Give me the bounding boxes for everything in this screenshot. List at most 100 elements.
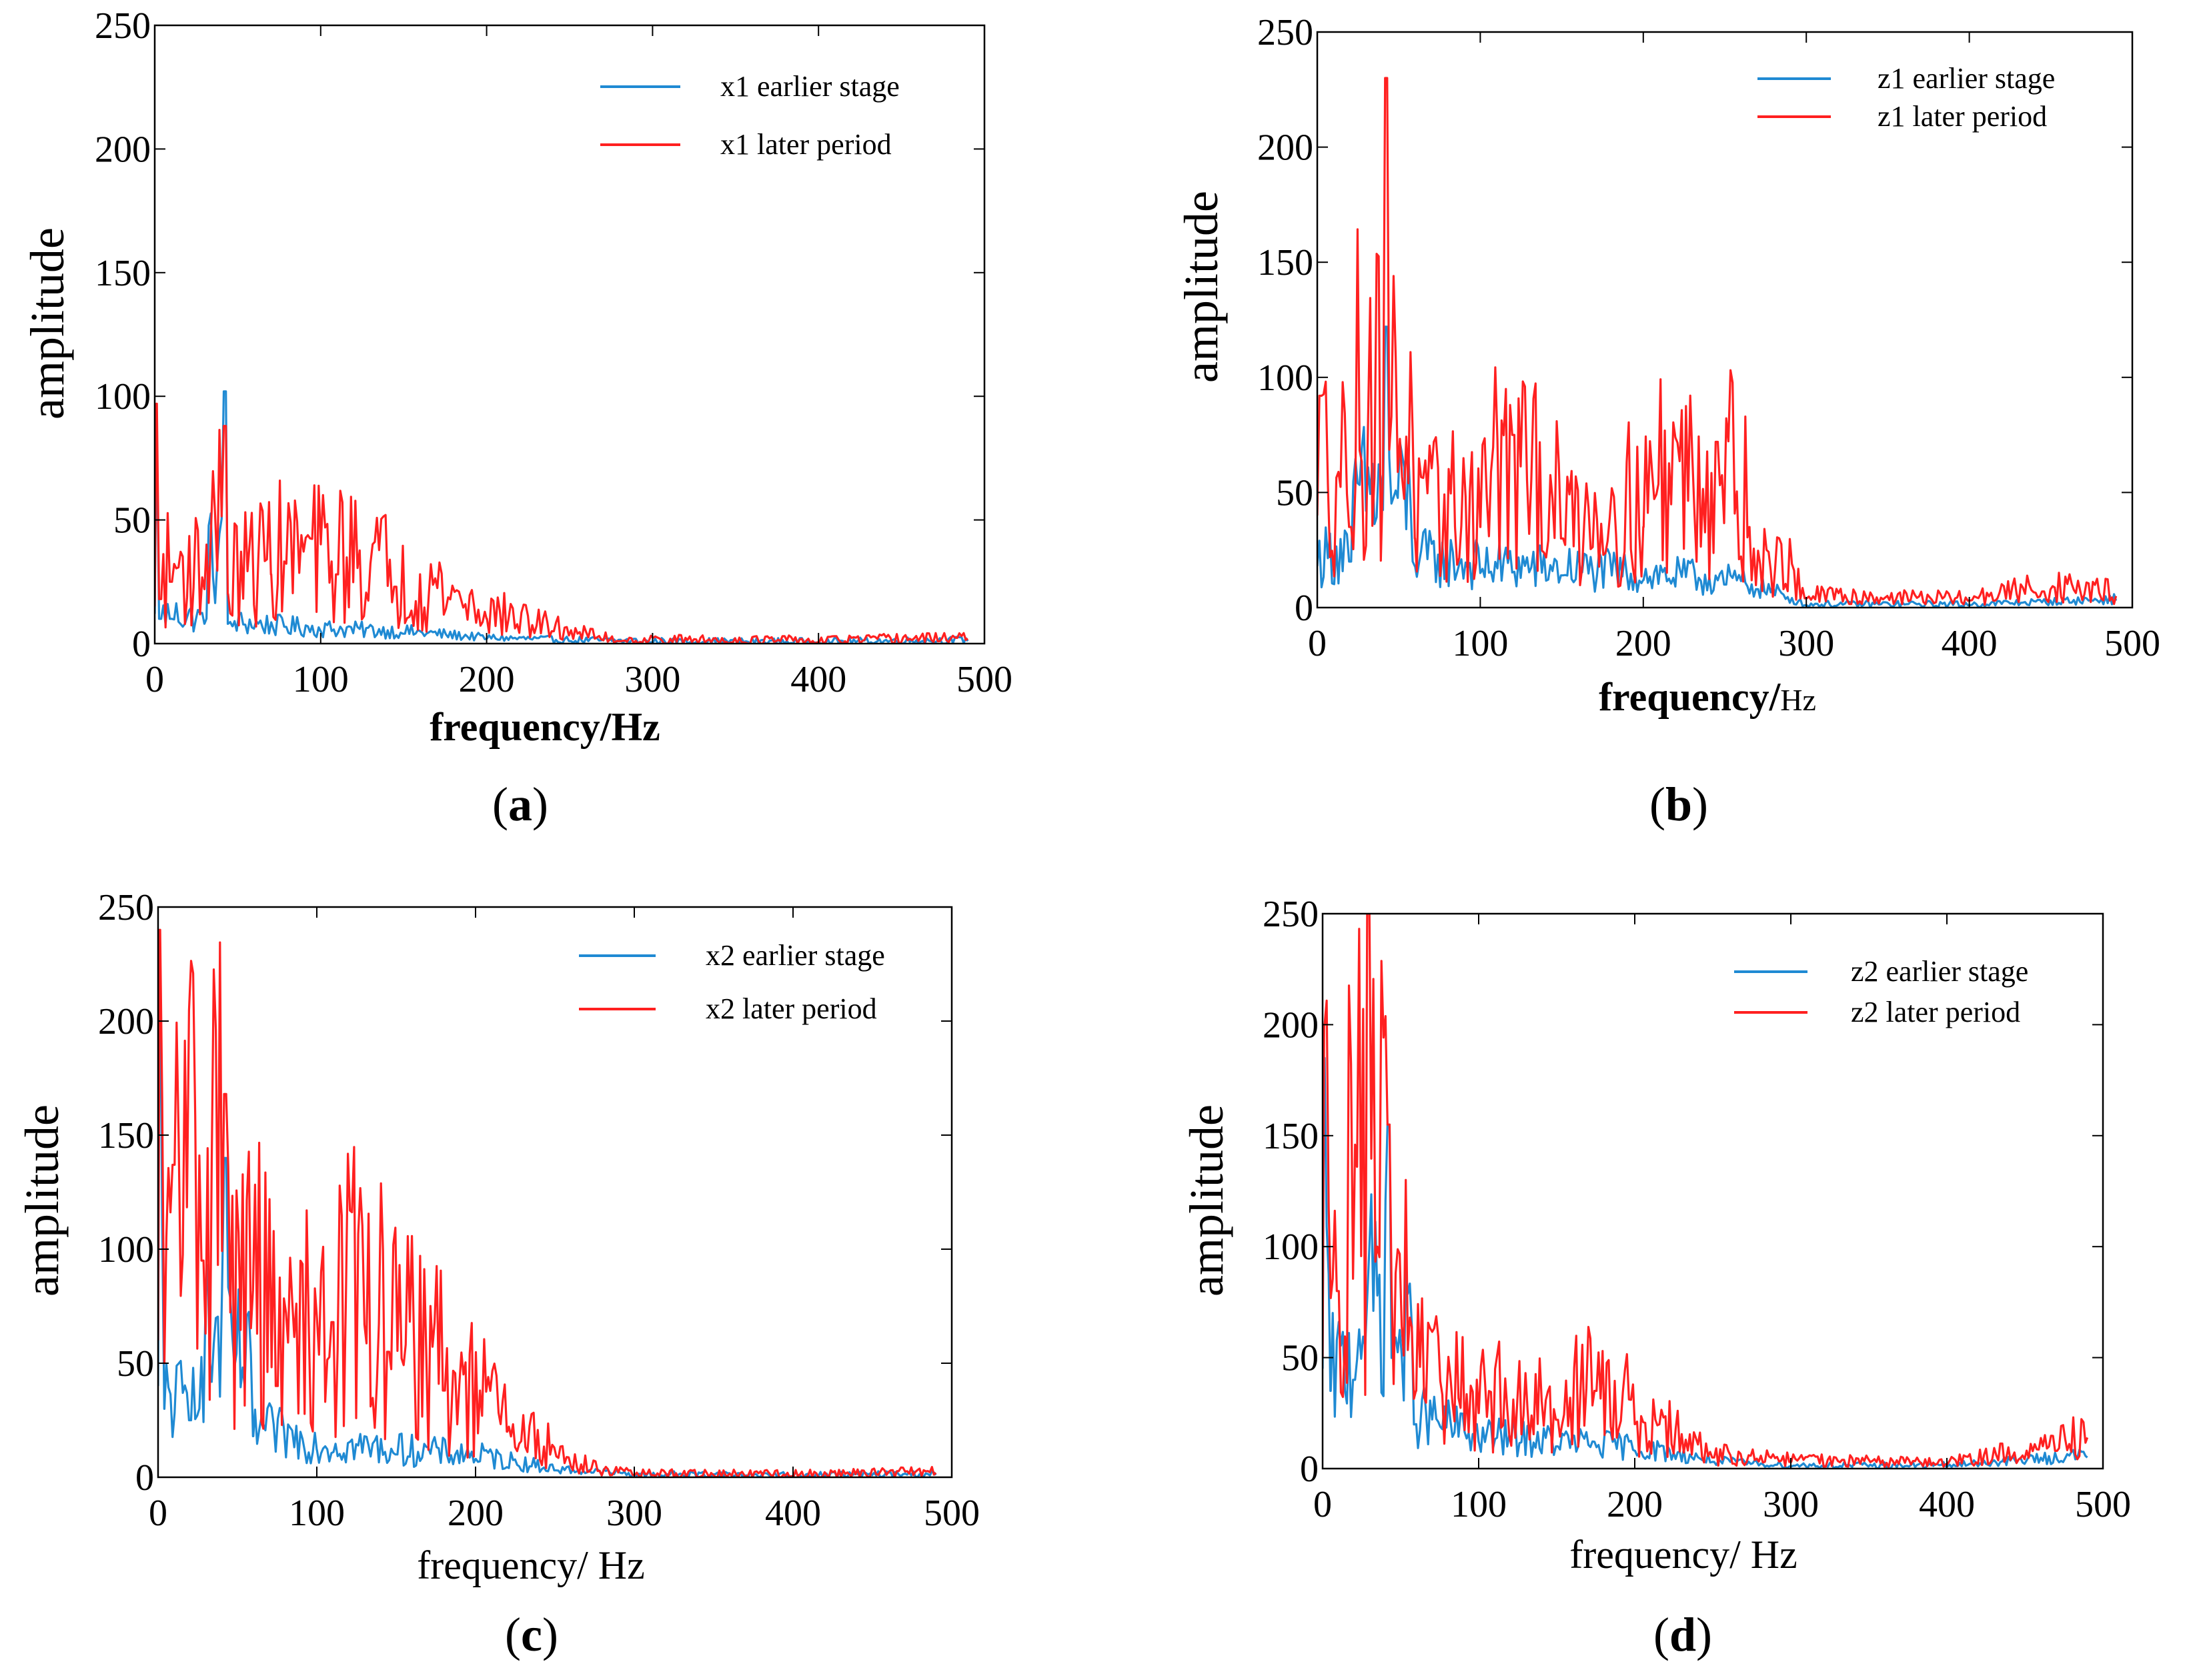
- y-tick-label: 100: [95, 376, 151, 417]
- y-tick-label: 50: [113, 500, 151, 542]
- panel-label: (d): [1653, 1608, 1712, 1661]
- y-tick-label: 200: [1257, 127, 1313, 169]
- y-axis-label: amplitude: [1180, 1104, 1233, 1297]
- x-tick-label: 300: [1778, 623, 1834, 664]
- x-tick-label: 500: [2075, 1484, 2131, 1525]
- panel-label-close: ): [1692, 778, 1708, 831]
- y-tick-label: 50: [117, 1343, 154, 1385]
- legend-label-earlier: z1 earlier stage: [1878, 62, 2055, 95]
- y-axis-label: amplitude: [15, 1104, 69, 1297]
- x-tick-label: 300: [1763, 1484, 1819, 1525]
- x-tick-label: 100: [1451, 1484, 1507, 1525]
- x-tick-label: 400: [765, 1493, 821, 1534]
- panel-label-letter: d: [1669, 1608, 1696, 1661]
- x-tick-label: 200: [1607, 1484, 1663, 1525]
- y-tick-label: 150: [95, 253, 151, 294]
- series-line-earlier: [158, 944, 937, 1477]
- panel-label: (a): [492, 778, 548, 831]
- x-tick-label: 0: [145, 659, 164, 700]
- legend-label-later: z2 later period: [1851, 996, 2020, 1028]
- y-tick-label: 150: [98, 1115, 154, 1156]
- x-tick-label: 0: [1313, 1484, 1332, 1525]
- y-tick-label: 50: [1281, 1338, 1319, 1379]
- x-tick-label: 0: [1308, 623, 1327, 664]
- x-tick-label: 300: [606, 1493, 662, 1534]
- chart-panel-a: 0 50 100 150 200 250 0 100 200 300 400 500 amplitude…: [21, 5, 1012, 831]
- x-tick-label: 400: [1919, 1484, 1975, 1525]
- x-tick-label: 100: [1452, 623, 1508, 664]
- x-tick-label: 500: [956, 659, 1012, 700]
- x-tick-label: 400: [1942, 623, 1998, 664]
- plot-frame: [153, 24, 986, 645]
- y-tick-label: 250: [98, 887, 154, 928]
- x-tick-label: 400: [790, 659, 846, 700]
- plot-area: [1317, 77, 2118, 608]
- chart-panel-d: 0 50 100 150 200 250 0 100 200 300 400 500 amplitude…: [1180, 894, 2131, 1661]
- y-tick-label: 0: [1295, 588, 1313, 629]
- x-tick-label: 200: [448, 1493, 504, 1534]
- x-axis-label: frequency/ Hz: [417, 1543, 644, 1587]
- panel-label-close: ): [1696, 1608, 1712, 1661]
- panel-label-letter: a: [508, 778, 532, 831]
- plot-frame: [157, 906, 953, 1479]
- legend-label-later: x1 later period: [720, 128, 892, 161]
- series-line-later: [1317, 77, 2118, 606]
- plot-frame: [1321, 912, 2104, 1470]
- y-tick-label: 200: [98, 1001, 154, 1042]
- x-tick-label: 100: [289, 1493, 345, 1534]
- y-tick-label: 0: [1300, 1449, 1319, 1490]
- chart-panel-c: 0 50 100 150 200 250 0 100 200 300 400 500 amplitude…: [15, 887, 980, 1661]
- series-line-later: [1323, 914, 2089, 1469]
- panel-label-open: (: [505, 1608, 521, 1661]
- legend-label-later: x2 later period: [706, 992, 877, 1025]
- plot-area: [1323, 914, 2089, 1469]
- panel-label: (c): [505, 1608, 558, 1661]
- legend-label-later: z1 later period: [1878, 100, 2047, 133]
- legend-label-earlier: x2 earlier stage: [706, 939, 885, 972]
- panel-label-letter: b: [1665, 778, 1692, 831]
- y-axis-label: amplitude: [1175, 191, 1228, 383]
- x-axis-label-unit: Hz: [1780, 683, 1816, 717]
- y-tick-label: 100: [1257, 357, 1313, 399]
- y-tick-label: 250: [1257, 12, 1313, 53]
- x-tick-label: 500: [924, 1493, 980, 1534]
- y-tick-label: 0: [132, 624, 151, 665]
- series-line-later: [158, 928, 937, 1477]
- series-line-later: [155, 402, 968, 644]
- y-tick-label: 0: [135, 1457, 154, 1499]
- panel-label-close: ): [532, 778, 548, 831]
- y-tick-label: 100: [98, 1229, 154, 1271]
- x-tick-label: 200: [1615, 623, 1671, 664]
- panel-label-open: (: [1653, 1608, 1669, 1661]
- y-tick-label: 100: [1263, 1226, 1319, 1268]
- x-tick-label: 0: [149, 1493, 167, 1534]
- x-tick-label: 100: [293, 659, 349, 700]
- panel-label-open: (: [1649, 778, 1665, 831]
- plot-area: [155, 390, 969, 644]
- x-tick-label: 500: [2104, 623, 2160, 664]
- y-tick-label: 150: [1257, 242, 1313, 283]
- x-tick-label: 300: [624, 659, 680, 700]
- x-axis-label: frequency/Hz: [1599, 675, 1816, 719]
- y-tick-label: 150: [1263, 1116, 1319, 1157]
- x-axis-label: frequency/ Hz: [1569, 1533, 1797, 1577]
- legend-label-earlier: z2 earlier stage: [1851, 955, 2028, 988]
- panel-label: (b): [1649, 778, 1708, 831]
- y-axis-label: amplitude: [21, 227, 74, 419]
- panel-label-open: (: [492, 778, 508, 831]
- y-tick-label: 50: [1276, 472, 1313, 514]
- series-line-earlier: [1323, 1056, 2088, 1469]
- panel-label-close: ): [542, 1608, 558, 1661]
- x-axis-label-main: frequency/: [1599, 675, 1781, 719]
- plot-frame: [1316, 31, 2134, 609]
- chart-panel-b: 0 50 100 150 200 250 0 100 200 300 400 500 amplitude…: [1175, 12, 2160, 831]
- x-tick-label: 200: [459, 659, 515, 700]
- legend-label-earlier: x1 earlier stage: [720, 70, 900, 103]
- y-tick-label: 200: [95, 129, 151, 170]
- panel-label-letter: c: [521, 1608, 542, 1661]
- x-axis-label: frequency/Hz: [430, 705, 660, 749]
- y-tick-label: 250: [1263, 894, 1319, 935]
- y-tick-label: 250: [95, 5, 151, 47]
- y-tick-label: 200: [1263, 1004, 1319, 1046]
